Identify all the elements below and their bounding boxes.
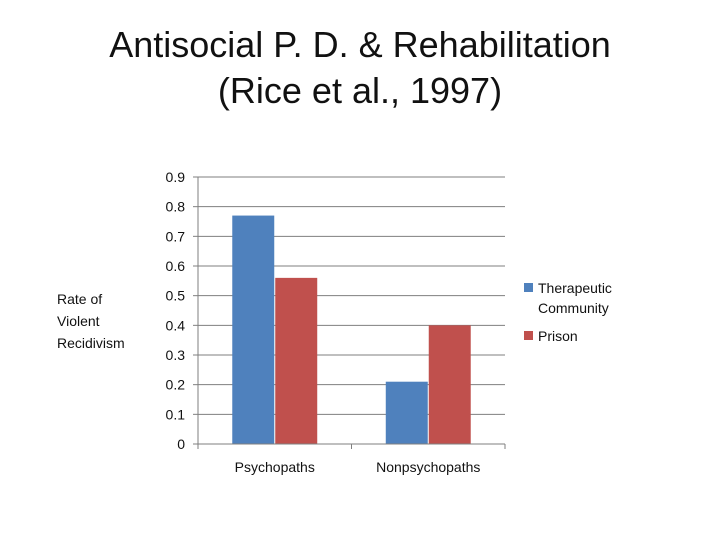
legend-label: Therapeutic Community bbox=[538, 280, 612, 316]
bar-prison-psychopaths bbox=[275, 277, 318, 444]
title-line-1: Antisocial P. D. & Rehabilitation bbox=[109, 24, 611, 65]
y-axis-label: Rate of Violent Recidivism bbox=[57, 291, 125, 351]
legend-swatch bbox=[524, 283, 533, 292]
title-line-2: (Rice et al., 1997) bbox=[217, 70, 503, 111]
y-tick-label: 0.1 bbox=[166, 406, 186, 422]
y-tick-label: 0.9 bbox=[166, 169, 186, 185]
y-tick-label: 0.6 bbox=[166, 258, 186, 274]
bars bbox=[232, 215, 471, 444]
legend-item: Prison bbox=[524, 326, 674, 346]
y-tick-label: 0.8 bbox=[166, 199, 186, 215]
y-tick-label: 0 bbox=[177, 436, 185, 452]
y-tick-label: 0.5 bbox=[166, 288, 186, 304]
axes bbox=[193, 176, 506, 449]
tick-labels: 0 0.1 0.2 0.3 0.4 0.5 0.6 0.7 0.8 0.9 Psychopaths N… bbox=[166, 169, 481, 475]
y-tick-label: 0.3 bbox=[166, 347, 186, 363]
x-category-label: Psychopaths bbox=[235, 459, 315, 475]
legend-label: Prison bbox=[538, 328, 578, 344]
legend: Therapeutic Community Prison bbox=[524, 278, 674, 354]
bar-therapeutic-community-nonpsychopaths bbox=[385, 381, 428, 444]
y-tick-label: 0.4 bbox=[166, 317, 186, 333]
bar-therapeutic-community-psychopaths bbox=[232, 215, 275, 444]
bar-prison-nonpsychopaths bbox=[428, 325, 471, 444]
slide-title: Antisocial P. D. & Rehabilitation (Rice … bbox=[0, 22, 720, 114]
legend-swatch bbox=[524, 331, 533, 340]
x-category-label: Nonpsychopaths bbox=[376, 459, 480, 475]
legend-item: Therapeutic Community bbox=[524, 278, 674, 318]
y-tick-label: 0.2 bbox=[166, 377, 186, 393]
y-tick-label: 0.7 bbox=[166, 228, 186, 244]
